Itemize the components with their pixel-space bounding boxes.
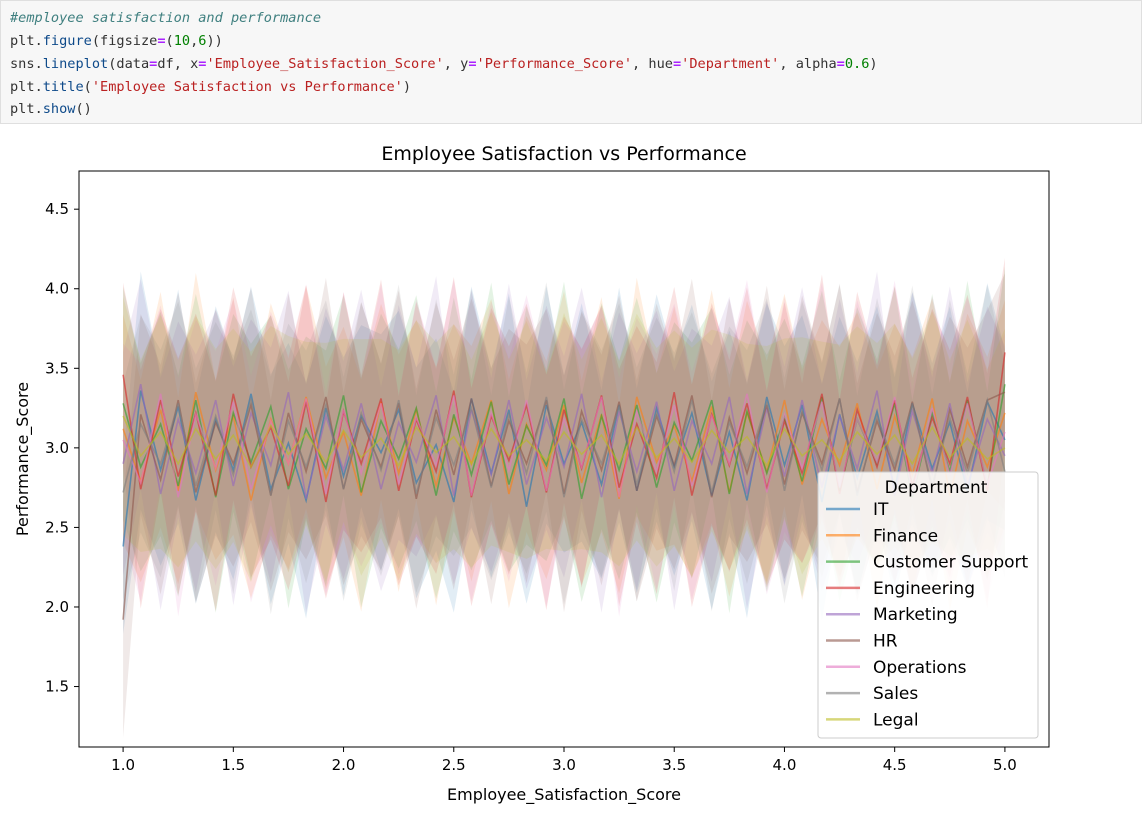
- series-band: [123, 273, 1005, 738]
- code-line: plt.title('Employee Satisfaction vs Perf…: [10, 77, 411, 97]
- code-token: (): [75, 101, 92, 117]
- code-token: plt: [10, 33, 35, 49]
- legend-label: Marketing: [873, 605, 958, 625]
- series-band: [123, 272, 1005, 612]
- y-tick-label: 4.0: [45, 280, 69, 298]
- code-token: ): [869, 56, 878, 72]
- series-band: [123, 279, 1005, 617]
- legend-title: Department: [885, 478, 988, 498]
- code-token: 10: [173, 33, 191, 49]
- code-token: (: [83, 79, 92, 95]
- series-band: [123, 266, 1005, 614]
- legend-label: Finance: [873, 526, 938, 546]
- y-tick-label: 3.0: [45, 439, 69, 457]
- x-tick-label: 4.0: [773, 756, 797, 774]
- code-line: plt.figure(figsize=(10,6)): [10, 31, 223, 51]
- y-tick-label: 2.5: [45, 518, 69, 536]
- code-token: lineplot: [42, 56, 109, 72]
- series-band: [123, 271, 1005, 613]
- code-token: df, x: [157, 56, 199, 72]
- x-tick-label: 3.0: [552, 756, 576, 774]
- code-token: .: [34, 101, 43, 117]
- legend-label: Sales: [873, 684, 918, 704]
- code-line: plt.show(): [10, 99, 92, 119]
- code-token: =: [672, 56, 682, 72]
- code-token: (: [165, 33, 174, 49]
- legend-label: IT: [873, 500, 889, 520]
- code-token: plt: [10, 101, 35, 117]
- legend-label: Customer Support: [873, 553, 1029, 573]
- code-token: , y: [443, 56, 469, 72]
- code-line: #employee satisfaction and performance: [10, 8, 321, 28]
- code-token: ,: [190, 33, 199, 49]
- code-token: #employee satisfaction and performance: [10, 10, 321, 26]
- legend-label: Operations: [873, 658, 967, 678]
- y-tick-label: 2.0: [45, 598, 69, 616]
- code-token: =: [198, 56, 207, 72]
- code-token: 6: [198, 33, 207, 49]
- x-axis-label: Employee_Satisfaction_Score: [447, 785, 681, 805]
- code-token: =: [149, 56, 158, 72]
- code-token: =: [468, 56, 477, 72]
- x-tick-label: 1.0: [111, 756, 135, 774]
- x-tick-label: 2.0: [332, 756, 356, 774]
- series-band: [123, 297, 1005, 585]
- legend-box: [817, 471, 1039, 739]
- series-line: [122, 384, 1006, 499]
- legend-label: Legal: [873, 710, 919, 730]
- code-token: , hue: [632, 56, 673, 72]
- y-tick-label: 4.5: [45, 200, 69, 218]
- plot-area: [122, 257, 1006, 738]
- y-axis-label: Performance_Score: [13, 382, 33, 536]
- x-tick-label: 5.0: [993, 756, 1017, 774]
- code-token: 'Performance_Score': [476, 56, 633, 72]
- code-token: 'Employee_Satisfaction_Score': [206, 56, 444, 72]
- legend-label: Engineering: [873, 579, 975, 599]
- code-token: (data: [108, 56, 150, 72]
- code-token: title: [42, 79, 84, 95]
- x-tick-label: 1.5: [221, 756, 245, 774]
- code-token: .: [34, 56, 43, 72]
- code-token: .: [34, 33, 43, 49]
- series-band: [123, 257, 1005, 611]
- series-line: [122, 393, 1006, 498]
- code-token: =: [836, 56, 845, 72]
- code-token: 'Employee Satisfaction vs Performance': [91, 79, 403, 95]
- code-token: 'Department': [681, 56, 780, 72]
- series-line: [122, 415, 1006, 469]
- code-token: figure: [42, 33, 92, 49]
- code-token: 0.6: [844, 56, 870, 72]
- code-token: (figsize: [91, 33, 158, 49]
- code-token: , alpha: [779, 56, 837, 72]
- series-band: [123, 271, 1005, 635]
- code-cell[interactable]: #employee satisfaction and performance p…: [0, 0, 1142, 124]
- code-token: )): [206, 33, 223, 49]
- series-band: [123, 282, 1005, 615]
- x-tick-label: 3.5: [662, 756, 686, 774]
- y-tick-label: 1.5: [45, 678, 69, 696]
- chart-title: Employee Satisfaction vs Performance: [381, 143, 746, 165]
- y-tick-label: 3.5: [45, 359, 69, 377]
- legend-label: HR: [873, 632, 898, 652]
- code-token: show: [42, 101, 76, 117]
- code-token: ): [402, 79, 412, 95]
- code-token: .: [34, 79, 43, 95]
- code-token: sns: [10, 56, 35, 72]
- cell-output: Employee Satisfaction vs Performance 1.0 1…: [0, 128, 1146, 813]
- code-line: sns.lineplot(data=df, x='Employee_Satisf…: [10, 54, 878, 74]
- code-token: =: [157, 33, 166, 49]
- line-chart: Employee Satisfaction vs Performance 1.0 1…: [13, 143, 1050, 805]
- x-tick-label: 2.5: [442, 756, 466, 774]
- x-tick-label: 4.5: [883, 756, 907, 774]
- code-token: plt: [10, 79, 35, 95]
